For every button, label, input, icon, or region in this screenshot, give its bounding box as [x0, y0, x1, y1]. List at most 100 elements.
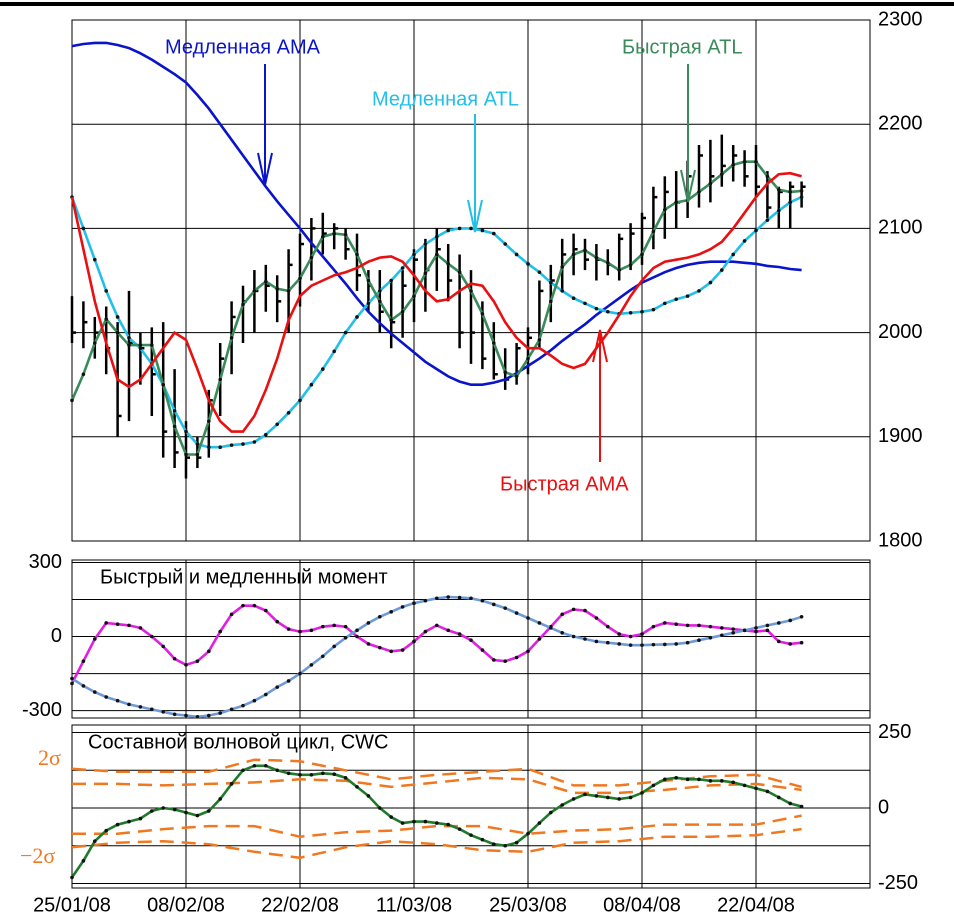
- point-marker: [628, 263, 633, 267]
- point-marker: [378, 299, 382, 304]
- point-marker: [412, 601, 416, 606]
- point-marker: [777, 795, 781, 800]
- point-marker: [606, 640, 610, 645]
- point-marker: [252, 763, 257, 768]
- arrow-head: [592, 329, 608, 363]
- point-marker: [777, 188, 781, 192]
- y-tick-label: 0: [51, 625, 62, 647]
- point-marker: [560, 265, 564, 269]
- point-marker: [560, 612, 564, 617]
- point-marker: [457, 632, 462, 636]
- point-marker: [663, 777, 667, 782]
- point-marker: [321, 234, 325, 239]
- point-marker: [104, 828, 108, 833]
- point-marker: [150, 343, 154, 347]
- y-tick-label: 2300: [878, 8, 923, 30]
- point-marker: [184, 452, 188, 457]
- point-marker: [195, 452, 200, 457]
- point-marker: [275, 768, 280, 773]
- point-marker: [549, 810, 553, 815]
- point-marker: [389, 278, 394, 283]
- point-marker: [537, 821, 542, 825]
- point-marker: [366, 794, 371, 798]
- x-tick-label: 25/01/08: [33, 894, 111, 916]
- point-marker: [138, 346, 143, 351]
- point-marker: [321, 654, 325, 659]
- point-marker: [674, 642, 678, 646]
- y-tick-label: 0: [878, 796, 889, 818]
- point-marker: [115, 330, 120, 335]
- point-marker: [469, 833, 473, 837]
- point-marker: [628, 643, 633, 647]
- point-marker: [343, 776, 348, 780]
- point-marker: [400, 309, 405, 314]
- point-marker: [469, 289, 473, 293]
- point-marker: [685, 777, 690, 782]
- point-marker: [355, 315, 359, 319]
- point-marker: [355, 252, 359, 257]
- point-marker: [115, 622, 120, 626]
- point-marker: [799, 804, 804, 809]
- point-marker: [594, 255, 599, 260]
- point-marker: [492, 341, 496, 345]
- point-marker: [708, 624, 713, 629]
- point-marker: [583, 301, 587, 306]
- point-marker: [583, 248, 587, 253]
- point-marker: [731, 627, 735, 631]
- point-marker: [457, 827, 462, 831]
- point-marker: [526, 649, 530, 654]
- point-marker: [526, 356, 530, 361]
- point-marker: [298, 671, 302, 676]
- point-marker: [594, 616, 599, 620]
- point-marker: [708, 635, 713, 640]
- point-marker: [104, 317, 108, 321]
- point-marker: [640, 643, 644, 647]
- point-marker: [799, 189, 804, 193]
- point-marker: [241, 603, 245, 608]
- point-marker: [731, 631, 735, 635]
- point-marker: [343, 232, 348, 237]
- point-marker: [241, 703, 245, 708]
- point-marker: [697, 638, 701, 643]
- point-marker: [742, 783, 747, 788]
- point-marker: [537, 270, 542, 274]
- point-marker: [731, 163, 735, 167]
- point-marker: [218, 445, 222, 450]
- point-marker: [469, 638, 473, 643]
- point-marker: [378, 614, 382, 619]
- point-marker: [446, 262, 451, 266]
- point-marker: [332, 231, 337, 236]
- point-marker: [104, 289, 108, 293]
- series-line: [71, 41, 802, 386]
- point-marker: [788, 801, 792, 806]
- point-marker: [115, 315, 120, 319]
- point-marker: [571, 797, 576, 801]
- point-marker: [663, 207, 667, 212]
- point-marker: [594, 794, 599, 798]
- point-marker: [423, 629, 428, 634]
- point-marker: [241, 302, 245, 307]
- point-marker: [697, 777, 701, 782]
- point-marker: [218, 797, 222, 801]
- point-marker: [93, 839, 97, 844]
- point-marker: [606, 260, 610, 265]
- point-marker: [252, 603, 257, 608]
- point-marker: [765, 628, 770, 633]
- point-marker: [469, 596, 473, 601]
- point-marker: [492, 658, 496, 662]
- point-marker: [286, 771, 291, 776]
- point-marker: [571, 296, 576, 301]
- y-tick-label: 1800: [878, 529, 923, 551]
- point-marker: [343, 624, 348, 629]
- point-marker: [184, 429, 188, 434]
- point-marker: [229, 443, 234, 447]
- point-marker: [788, 618, 792, 623]
- sigma-label: −2σ: [20, 843, 55, 868]
- point-marker: [81, 372, 86, 377]
- point-marker: [628, 311, 633, 315]
- arrow-head: [680, 169, 696, 203]
- point-marker: [651, 642, 656, 647]
- point-marker: [286, 679, 291, 683]
- point-marker: [492, 602, 496, 607]
- point-marker: [366, 621, 371, 625]
